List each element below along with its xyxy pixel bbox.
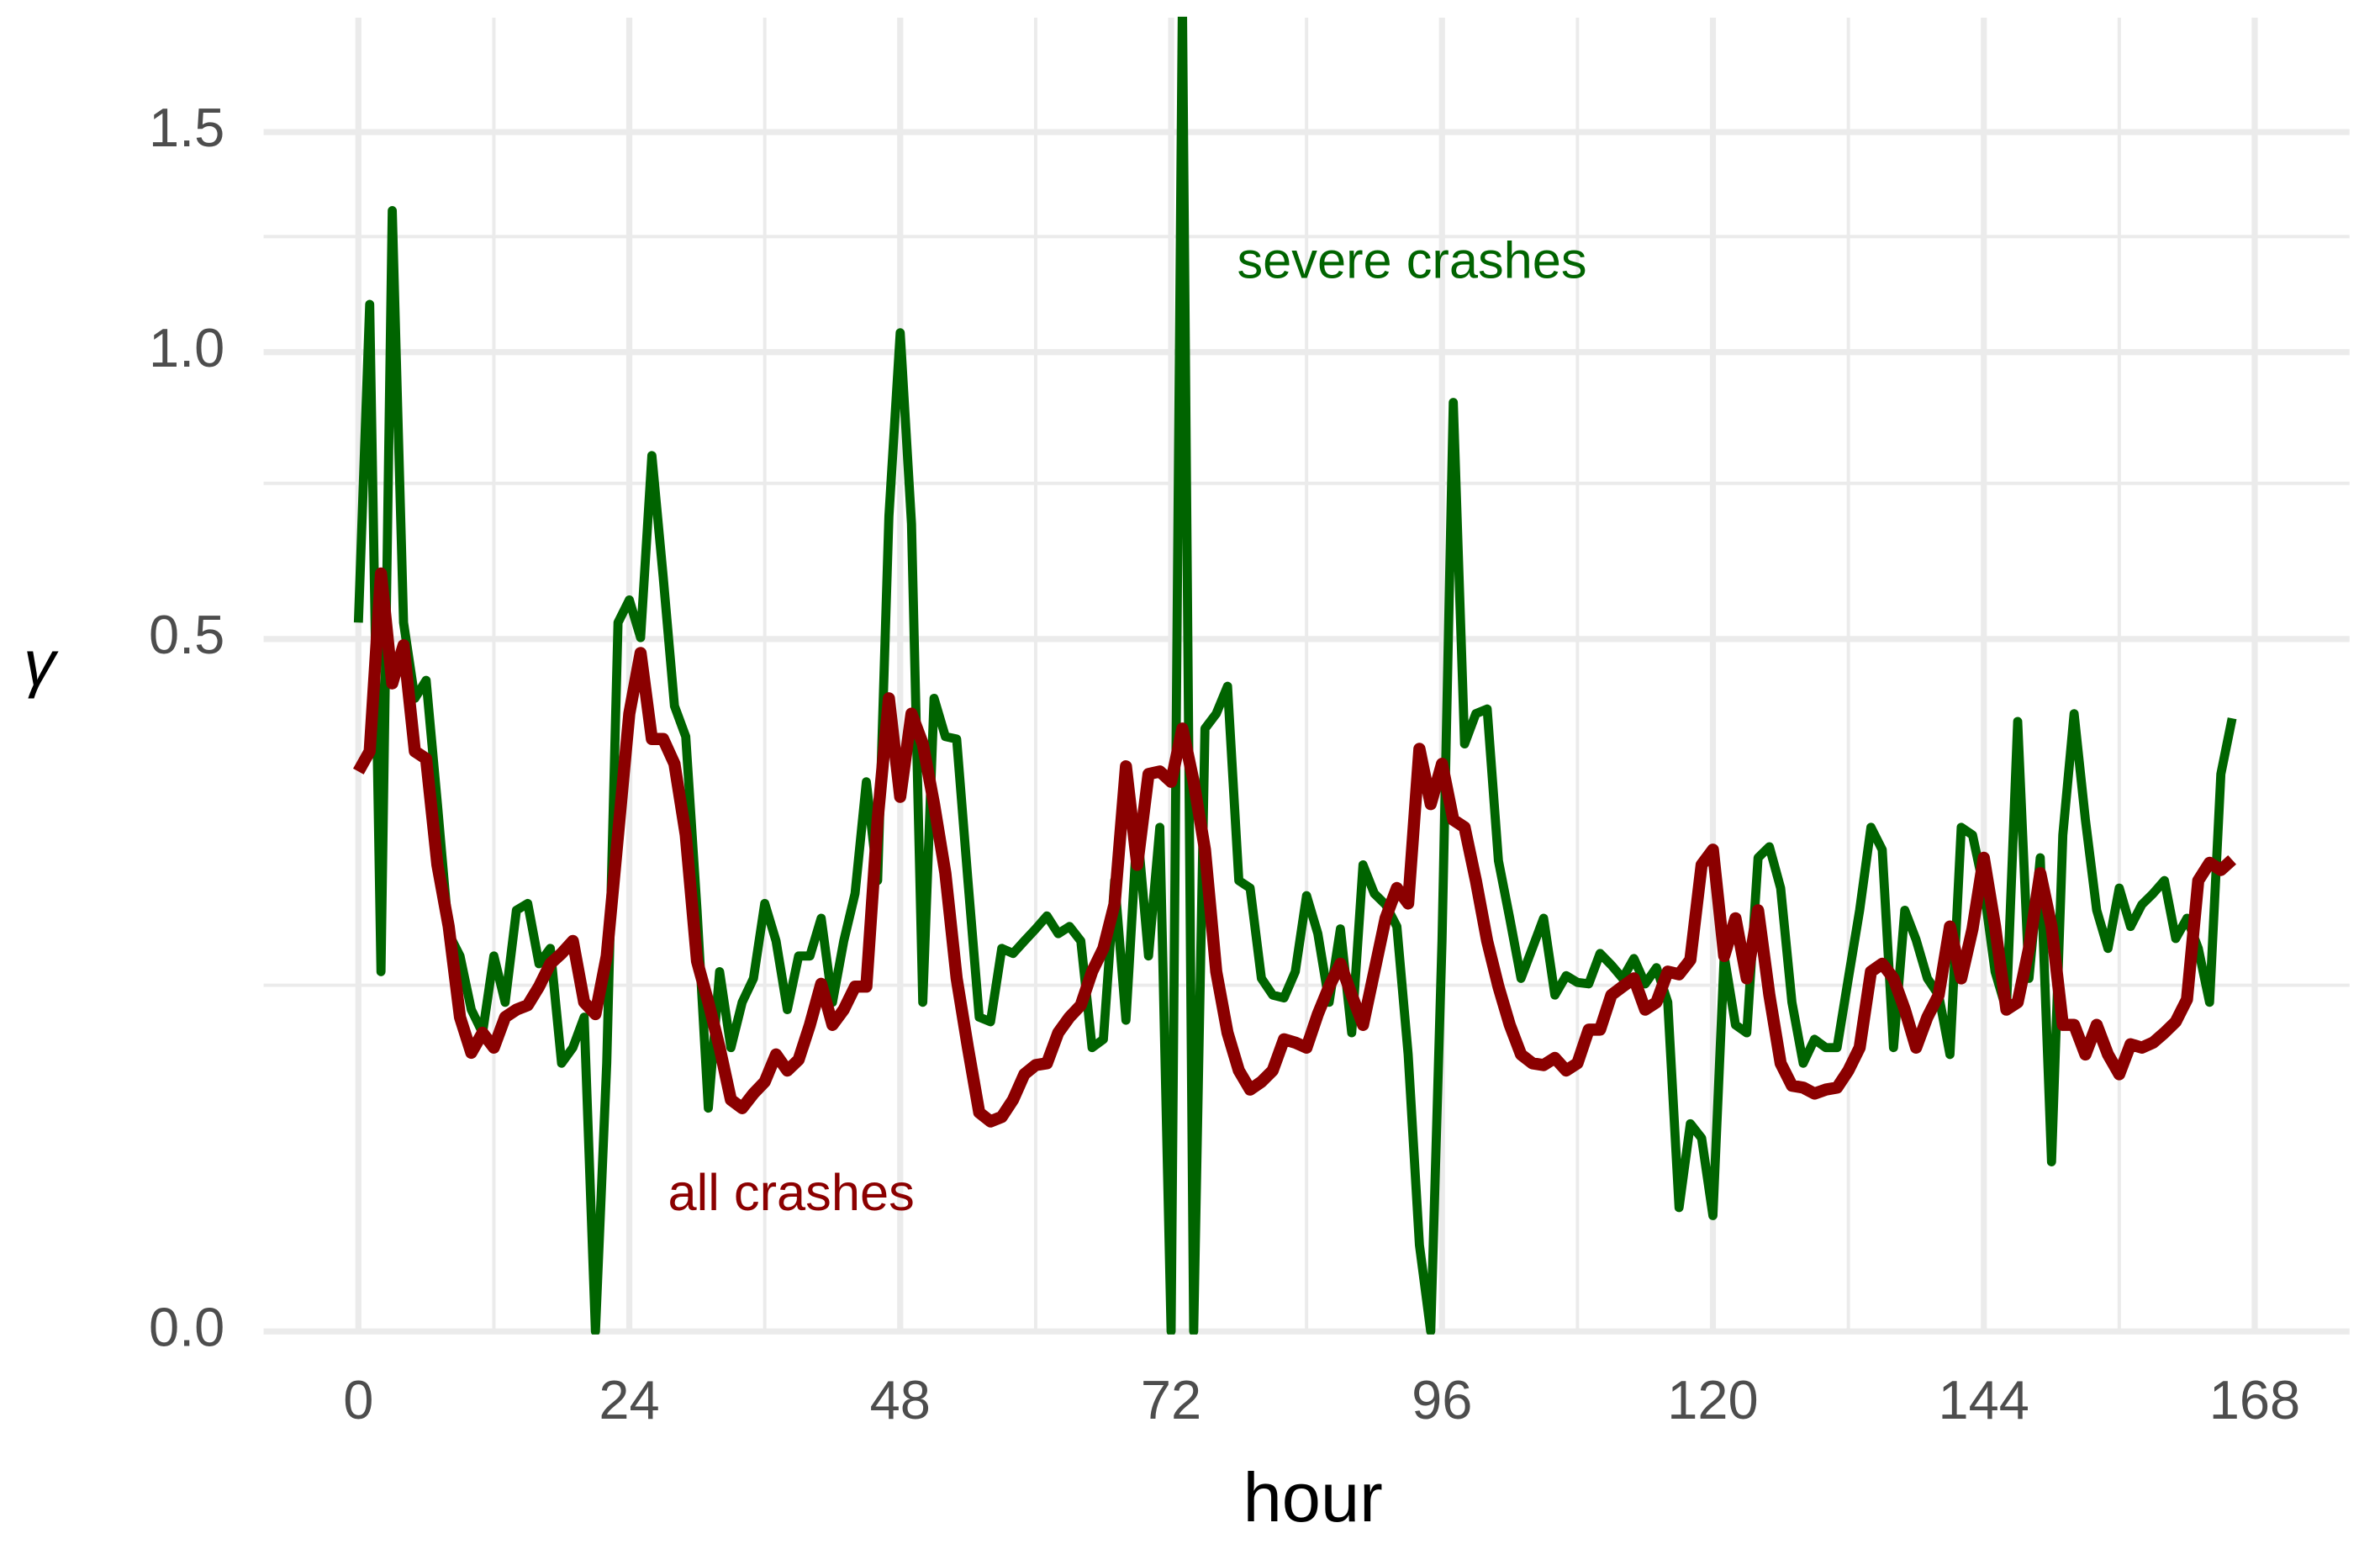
x-tick-label: 24 [599,1369,659,1430]
x-axis-label: hour [1243,1458,1383,1536]
y-tick-label: 0.0 [149,1296,224,1357]
y-tick-label: 1.5 [149,97,224,158]
series-label: all crashes [668,1164,914,1222]
y-tick-label: 1.0 [149,317,224,378]
x-tick-label: 96 [1412,1369,1472,1430]
labels: 0.0 0.5 1.0 1.5 0 24 48 72 96 120 144 168 severe cra… [149,97,2300,1430]
grid [263,17,2350,1335]
data-line [353,567,2236,1128]
plot-area [353,16,2237,1335]
x-tick-label: 0 [343,1369,373,1430]
x-tick-label: 72 [1141,1369,1201,1430]
series-label: severe crashes [1237,231,1586,289]
x-tick-label: 144 [1939,1369,2029,1430]
x-tick-label: 48 [870,1369,931,1430]
y-tick-label: 0.5 [149,604,224,665]
x-tick-label: 120 [1667,1369,1758,1430]
y-axis-label: γ [24,627,59,699]
data-line [353,16,2237,1335]
x-tick-label: 168 [2209,1369,2300,1430]
